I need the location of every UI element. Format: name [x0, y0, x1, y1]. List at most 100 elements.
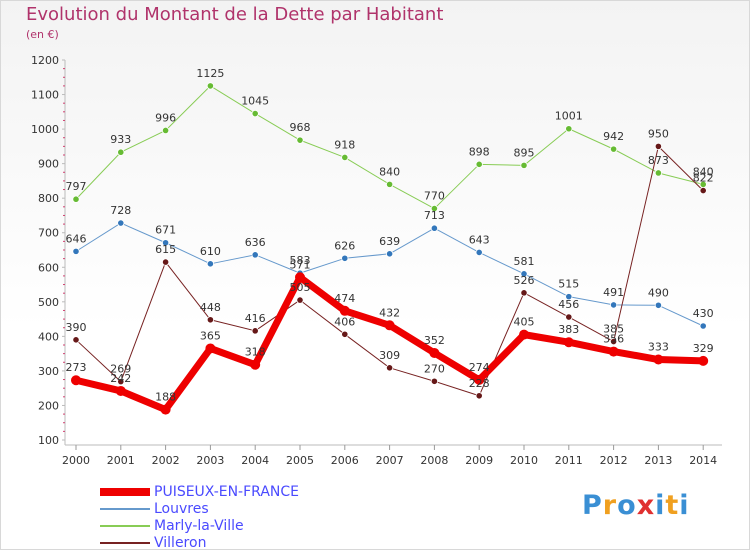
data-point — [117, 219, 125, 227]
x-tick-label: 2011 — [555, 454, 583, 467]
data-label: 1125 — [196, 67, 224, 80]
series-villeron — [72, 142, 707, 400]
data-point — [654, 142, 663, 150]
y-tick-label: 1100 — [31, 89, 59, 102]
data-label: 385 — [603, 323, 624, 336]
legend-item: Marly-la-Ville — [100, 518, 244, 534]
data-label: 1045 — [241, 95, 269, 108]
data-point — [160, 404, 171, 415]
data-point — [609, 301, 618, 309]
series-louvres — [72, 219, 707, 330]
data-label: 968 — [290, 121, 311, 134]
data-point — [115, 385, 126, 396]
proxiti-logo: Proxiti — [582, 490, 690, 521]
data-point — [520, 270, 528, 278]
data-label: 352 — [424, 334, 445, 347]
data-label: 430 — [693, 307, 714, 320]
x-tick-label: 2004 — [241, 454, 269, 467]
data-label: 646 — [66, 232, 87, 245]
data-label: 873 — [648, 154, 669, 167]
data-point — [430, 377, 438, 385]
data-label: 526 — [514, 274, 535, 287]
data-label: 491 — [603, 286, 624, 299]
data-point — [565, 293, 573, 301]
y-tick-label: 200 — [38, 399, 59, 412]
data-point — [563, 337, 574, 348]
data-label: 390 — [66, 321, 87, 334]
data-point — [519, 329, 529, 340]
y-tick-label: 700 — [38, 227, 59, 240]
x-tick-label: 2014 — [689, 454, 717, 467]
chart-title: Evolution du Montant de la Dette par Hab… — [26, 4, 444, 25]
data-point — [385, 250, 394, 258]
data-label: 942 — [603, 130, 624, 143]
data-label: 318 — [245, 346, 266, 359]
data-label: 950 — [648, 127, 669, 140]
data-point — [162, 239, 170, 247]
data-label: 933 — [110, 133, 131, 146]
data-point — [341, 330, 349, 338]
data-label: 406 — [334, 315, 355, 328]
data-point — [653, 354, 664, 365]
data-label: 505 — [290, 281, 311, 294]
data-label: 273 — [66, 361, 87, 374]
data-label: 309 — [379, 349, 400, 362]
data-point — [296, 296, 304, 304]
data-label: 615 — [155, 243, 176, 256]
logo-letter: x — [636, 490, 656, 521]
y-tick-label: 1000 — [31, 123, 59, 136]
data-label: 996 — [155, 111, 176, 124]
data-label: 713 — [424, 209, 445, 222]
data-point — [385, 364, 394, 372]
data-label: 581 — [514, 255, 535, 268]
legend-swatch — [100, 488, 150, 496]
data-label: 270 — [424, 362, 445, 375]
data-label: 432 — [379, 306, 400, 319]
data-point — [206, 82, 214, 90]
data-point — [72, 336, 80, 344]
data-point — [474, 374, 485, 385]
data-label: 515 — [558, 278, 579, 291]
data-point — [205, 343, 216, 354]
y-tick-label: 600 — [38, 261, 59, 274]
logo-letter: i — [679, 490, 690, 521]
y-tick-label: 900 — [38, 158, 59, 171]
data-label: 1001 — [555, 110, 583, 123]
x-tick-label: 2006 — [331, 454, 359, 467]
legend-item: Louvres — [100, 501, 209, 517]
legend-swatch — [100, 525, 150, 527]
y-tick-label: 800 — [38, 192, 59, 205]
data-point — [117, 378, 125, 386]
data-point — [162, 258, 170, 266]
x-tick-label: 2001 — [107, 454, 135, 467]
data-label: 356 — [603, 333, 624, 346]
y-tick-label: 1200 — [31, 54, 59, 67]
data-point — [341, 153, 349, 162]
x-tick-label: 2005 — [286, 454, 314, 467]
data-point — [430, 204, 438, 213]
x-tick-label: 2007 — [376, 454, 404, 467]
data-point — [296, 136, 304, 144]
data-point — [565, 125, 573, 133]
x-tick-label: 2012 — [600, 454, 628, 467]
data-label: 671 — [155, 224, 176, 237]
data-point — [429, 347, 440, 358]
data-point — [475, 392, 483, 400]
legend-label: Marly-la-Ville — [154, 518, 244, 534]
data-point — [475, 248, 483, 257]
data-label: 474 — [334, 292, 355, 305]
data-label: 840 — [379, 165, 400, 178]
data-point — [71, 375, 81, 386]
data-label: 448 — [200, 301, 221, 314]
x-tick-label: 2013 — [644, 454, 672, 467]
chart-unit: (en €) — [26, 28, 59, 41]
data-point — [699, 186, 707, 195]
data-label: 822 — [693, 172, 714, 185]
data-label: 242 — [110, 372, 131, 385]
data-label: 571 — [290, 258, 311, 271]
data-label: 456 — [558, 298, 579, 311]
legend-label: PUISEUX-EN-FRANCE — [154, 484, 299, 500]
data-label: 188 — [155, 391, 176, 404]
data-point — [654, 169, 663, 177]
